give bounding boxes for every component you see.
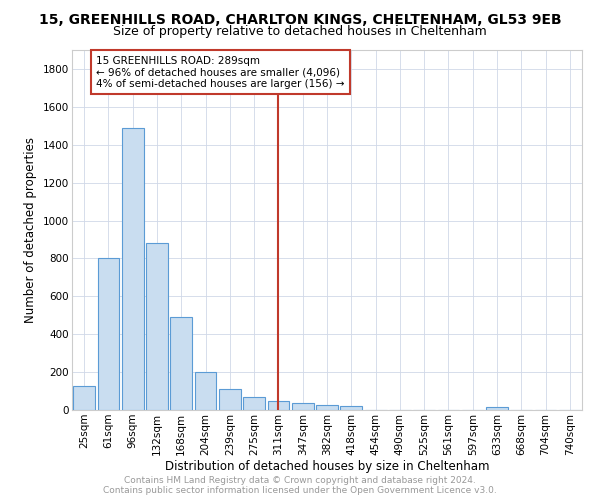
Text: Size of property relative to detached houses in Cheltenham: Size of property relative to detached ho… [113,25,487,38]
Bar [243,396,265,410]
Bar [97,258,119,410]
Bar [340,406,362,410]
Bar [292,404,314,410]
X-axis label: Distribution of detached houses by size in Cheltenham: Distribution of detached houses by size … [165,460,489,473]
Bar [194,372,217,410]
Bar [73,386,95,410]
Y-axis label: Number of detached properties: Number of detached properties [25,137,37,323]
Bar [219,389,241,410]
Bar [146,244,168,410]
Text: Contains public sector information licensed under the Open Government Licence v3: Contains public sector information licen… [103,486,497,495]
Bar [122,128,143,410]
Text: Contains HM Land Registry data © Crown copyright and database right 2024.: Contains HM Land Registry data © Crown c… [124,476,476,485]
Text: 15 GREENHILLS ROAD: 289sqm
← 96% of detached houses are smaller (4,096)
4% of se: 15 GREENHILLS ROAD: 289sqm ← 96% of deta… [96,56,345,89]
Bar [486,407,508,410]
Bar [170,317,192,410]
Bar [316,406,338,410]
Text: 15, GREENHILLS ROAD, CHARLTON KINGS, CHELTENHAM, GL53 9EB: 15, GREENHILLS ROAD, CHARLTON KINGS, CHE… [38,12,562,26]
Bar [268,400,289,410]
